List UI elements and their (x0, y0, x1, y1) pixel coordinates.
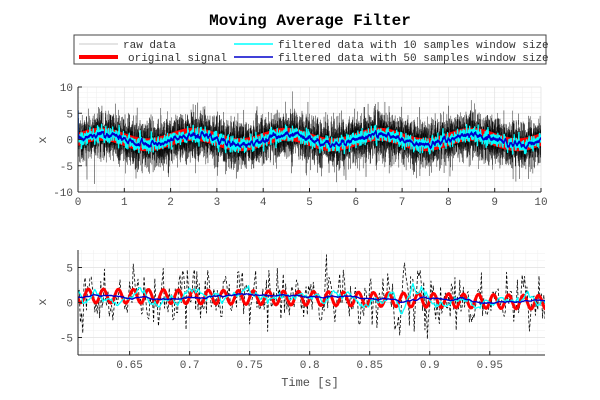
x-tick-label: 0.7 (180, 360, 200, 372)
legend-label-raw-data: raw data (123, 40, 176, 52)
x-tick-label: 1 (121, 197, 128, 209)
x-tick-label: 5 (306, 197, 313, 209)
series-filtered-50 (78, 110, 541, 150)
bottom-x-axis-label: Time [s] (281, 376, 339, 390)
x-tick-label: 0.8 (300, 360, 320, 372)
legend-label-filtered-50: filtered data with 50 samples window siz… (278, 53, 549, 65)
y-tick-label: -10 (53, 188, 73, 200)
y-tick-label: 5 (66, 109, 73, 121)
x-tick-label: 3 (214, 197, 221, 209)
series-group (78, 254, 545, 340)
y-tick-label: 0 (66, 136, 73, 148)
y-tick-label: -5 (60, 334, 73, 346)
bottom-axes: 0.65 0.7 0.75 0.8 0.85 0.9 0.95 5 0 -5 (60, 250, 545, 372)
x-tick-label: 0 (75, 197, 82, 209)
y-tick-label: 10 (60, 83, 73, 95)
x-tick-label: 0.9 (420, 360, 440, 372)
legend: raw data original signal filtered data w… (73, 34, 549, 65)
x-tick-label: 0.75 (236, 360, 262, 372)
legend-label-original-signal: original signal (128, 53, 227, 65)
x-tick-label: 7 (399, 197, 406, 209)
x-tick-label: 9 (491, 197, 498, 209)
y-tick-label: -5 (60, 162, 73, 174)
x-tick-label: 8 (445, 197, 452, 209)
x-tick-label: 10 (534, 197, 547, 209)
bottom-y-axis-label: x (36, 298, 50, 305)
x-tick-label: 0.95 (477, 360, 503, 372)
y-tick-label: 0 (66, 299, 73, 311)
series-original-signal (78, 287, 545, 311)
x-tick-label: 4 (260, 197, 267, 209)
top-axes: 0 1 2 3 4 5 6 7 8 9 10 10 5 0 -5 -10 (53, 83, 547, 209)
top-y-axis-label: x (36, 136, 50, 143)
x-tick-label: 2 (167, 197, 174, 209)
chart-title: Moving Average Filter (209, 12, 411, 30)
x-tick-label: 6 (352, 197, 359, 209)
series-group (78, 91, 541, 185)
series-filtered-10 (78, 282, 545, 315)
x-tick-label: 0.85 (357, 360, 383, 372)
y-tick-label: 5 (66, 264, 73, 276)
series-filtered-50 (78, 292, 545, 305)
x-tick-label: 0.65 (116, 360, 142, 372)
legend-label-filtered-10: filtered data with 10 samples window siz… (278, 40, 549, 52)
legend-box (73, 34, 547, 65)
